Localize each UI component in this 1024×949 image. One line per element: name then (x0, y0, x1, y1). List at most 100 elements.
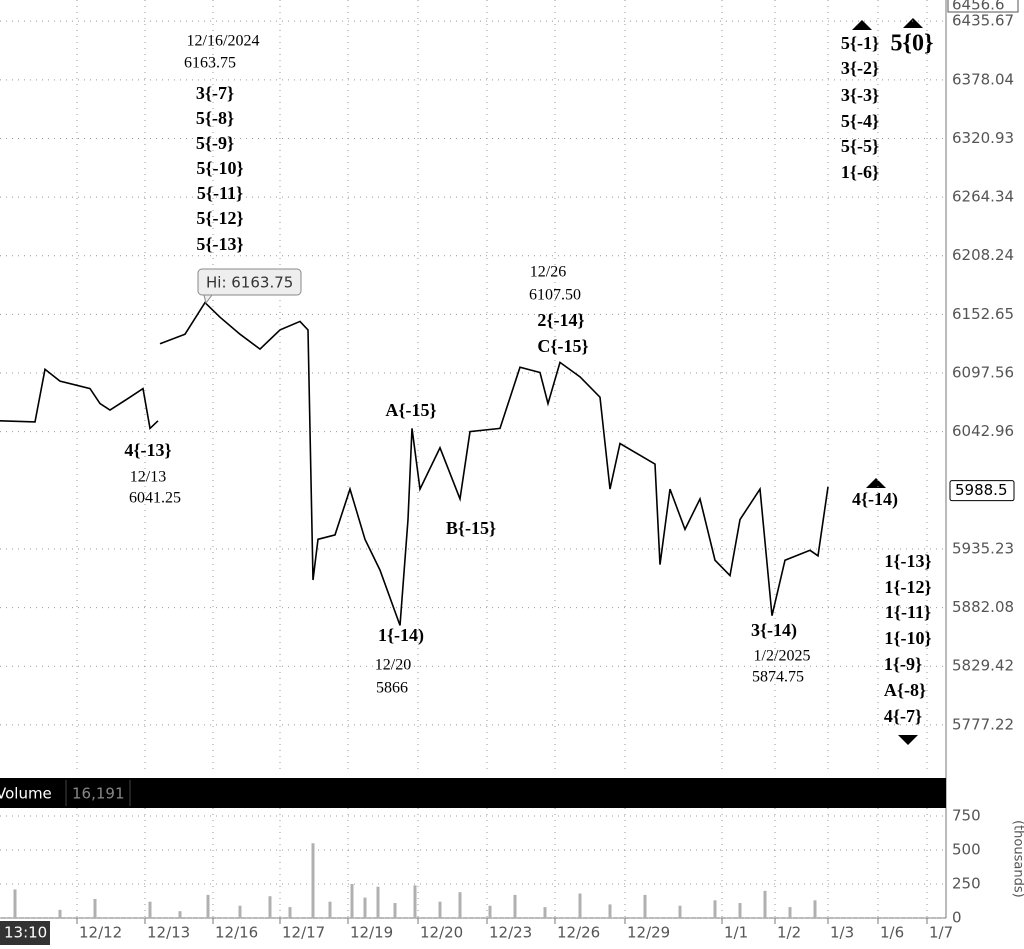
wave-label: 6041.25 (129, 490, 181, 507)
volume-bar (350, 884, 354, 918)
wave-label: 4{-14) (852, 489, 898, 510)
y-tick-label: 6042.96 (952, 422, 1014, 440)
y-tick-label: 5935.23 (952, 539, 1014, 557)
wave-label: 5866 (376, 680, 408, 697)
wave-label: 5{-1} (841, 33, 879, 53)
y-tick-label: 500 (952, 841, 981, 859)
y-tick-label: 5829.42 (952, 657, 1014, 675)
volume-bar (376, 886, 380, 918)
wave-label: 12/16/2024 (187, 33, 260, 50)
x-tick-label: 12/12 (79, 924, 122, 942)
wave-label: 1/2/2025 (754, 648, 811, 665)
volume-title: Volume (0, 785, 52, 803)
x-tick-label: 1/1 (724, 924, 748, 942)
wave-label: C{-15} (537, 336, 588, 356)
wave-label: 5{-12} (196, 208, 243, 228)
y-tick-label: 250 (952, 875, 981, 893)
x-tick-label: 1/3 (830, 924, 854, 942)
volume-bar (763, 890, 767, 918)
limit-box (947, 0, 1019, 13)
wave-label: 3{-14) (751, 620, 797, 641)
wave-label: 5{-11} (197, 183, 243, 203)
x-tick-label: 12/17 (282, 924, 325, 942)
volume-bar (678, 905, 682, 918)
y-tick-label: 6097.56 (952, 364, 1014, 382)
wave-label: 1{-11} (885, 602, 931, 622)
y-tick-label: 6264.34 (952, 188, 1014, 206)
wave-label: 1{-13} (884, 551, 931, 571)
y-tick-label: 750 (952, 807, 981, 825)
volume-bar (288, 907, 292, 918)
y-tick-label: 5882.08 (952, 598, 1014, 616)
wave-label: 1{-10} (884, 628, 931, 648)
hi-pointer (203, 294, 213, 305)
wave-label: A{-15} (385, 400, 436, 420)
volume-header (0, 778, 946, 808)
x-tick-label: 12/19 (350, 924, 393, 942)
last-price: 5988.5 (955, 481, 1008, 499)
wave-label: 4{-7} (884, 706, 922, 726)
volume-bar (393, 903, 397, 918)
volume-bar (543, 907, 547, 918)
volume-bar (13, 889, 17, 918)
volume-bar (148, 901, 152, 918)
volume-bar (578, 893, 582, 918)
wave-label: 1{-9} (884, 654, 922, 674)
wave-label: 5{-5} (841, 136, 879, 156)
y-tick-label: 6152.65 (952, 305, 1014, 323)
volume-bar (206, 894, 210, 918)
volume-bar (58, 909, 62, 918)
y-tick-label: 6320.93 (952, 129, 1014, 147)
x-tick-label: 12/16 (215, 924, 258, 942)
wave-label: 5{-13} (196, 234, 243, 254)
wave-label: 6163.75 (184, 55, 236, 72)
x-tick-label: 1/2 (777, 924, 801, 942)
hi-box (197, 268, 302, 296)
wave-label: 5{-4} (841, 111, 879, 131)
volume-bar (608, 904, 612, 918)
wave-label: 3{-2} (841, 58, 879, 78)
wave-label: 12/26 (530, 264, 566, 281)
wave-label: 5{0} (891, 31, 934, 57)
wave-label: 1{-6} (841, 162, 879, 182)
y-tick-label: 6208.24 (952, 246, 1014, 264)
wave-label: 12/20 (375, 657, 411, 674)
cursor-time: 13:10 (4, 924, 47, 942)
wave-label: 1{-12} (884, 577, 931, 597)
x-tick-label: 1/7 (929, 924, 953, 942)
y-tick-label: 0 (952, 909, 962, 927)
volume-bar (813, 900, 817, 918)
x-tick-label: 12/23 (489, 924, 532, 942)
volume-bar (738, 903, 742, 918)
last-price-box (949, 480, 1015, 502)
volume-bar (311, 843, 315, 918)
wave-label: A{-8} (884, 680, 926, 700)
y-limit-label: 6456.6 (952, 0, 1005, 14)
volume-bar (413, 885, 417, 918)
volume-bar (713, 900, 717, 918)
x-tick-label: 12/29 (627, 924, 670, 942)
wave-label: 2{-14} (537, 310, 584, 330)
volume-bar (643, 894, 647, 918)
volume-last: 16,191 (72, 785, 125, 803)
wave-label: 5{-10} (196, 158, 243, 178)
hi-label: Hi: 6163.75 (206, 274, 293, 292)
price-line (0, 301, 829, 626)
y-tick-label: 6435.67 (952, 12, 1014, 30)
volume-bar (238, 905, 242, 918)
wave-label: 5{-9} (196, 133, 234, 153)
volume-bar (363, 897, 367, 918)
x-tick-label: 1/6 (880, 924, 904, 942)
y-tick-label: 5777.22 (952, 715, 1014, 733)
x-tick-label: 12/20 (420, 924, 463, 942)
wave-label: B{-15} (446, 518, 496, 538)
volume-bar (93, 898, 97, 918)
wave-label: 5{-8} (196, 108, 234, 128)
wave-label: 1{-14) (378, 625, 424, 646)
volume-bar (328, 901, 332, 918)
x-tick-label: 12/13 (147, 924, 190, 942)
volume-bar (438, 901, 442, 918)
x-tick-label: 12/26 (557, 924, 600, 942)
wave-label: 3{-3} (841, 85, 879, 105)
